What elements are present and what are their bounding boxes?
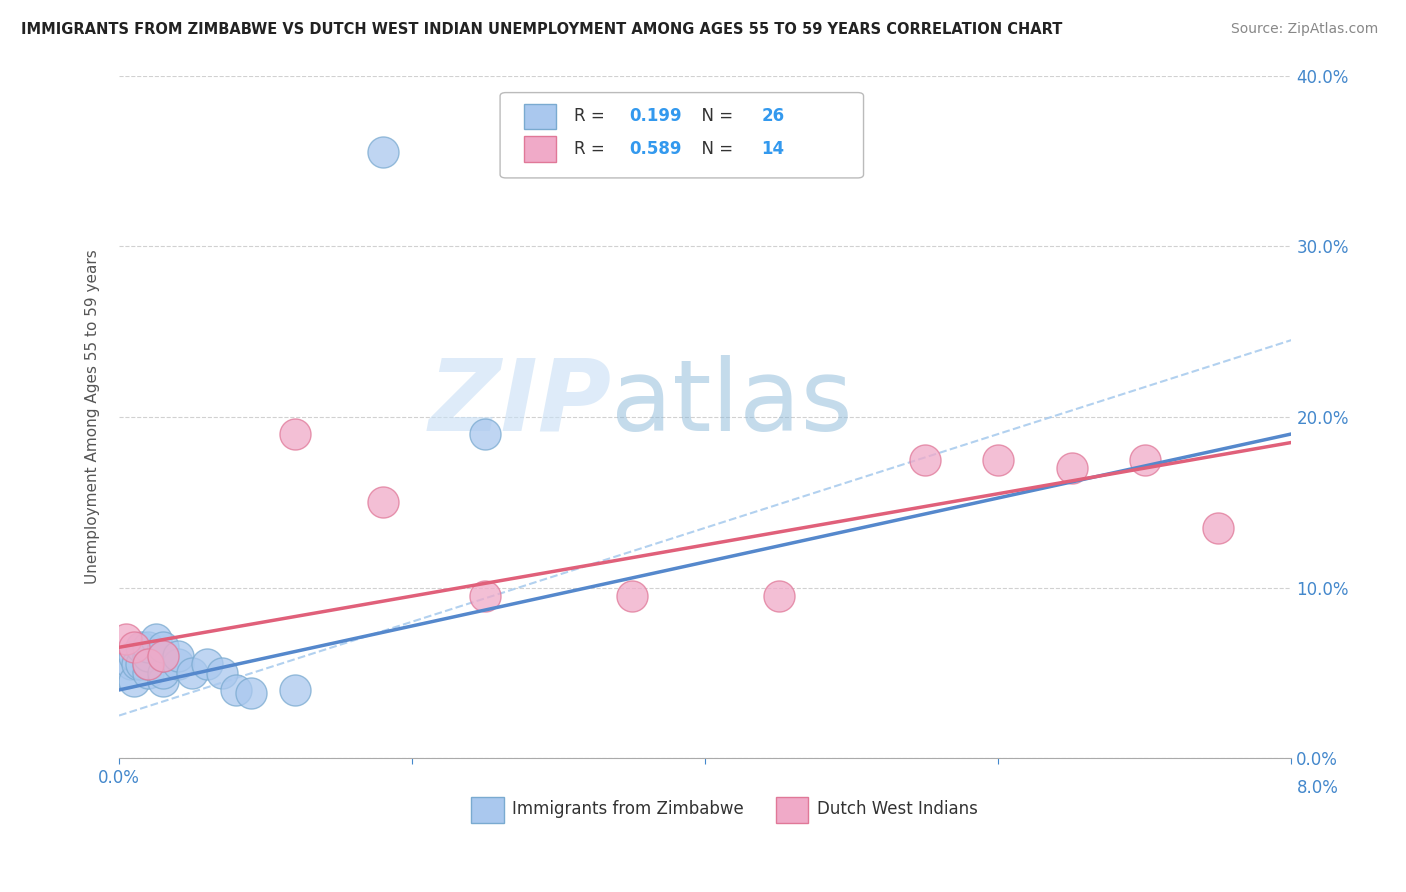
Point bbox=[211, 665, 233, 680]
Point bbox=[371, 495, 394, 509]
Point bbox=[122, 640, 145, 655]
Point bbox=[115, 632, 138, 646]
Text: IMMIGRANTS FROM ZIMBABWE VS DUTCH WEST INDIAN UNEMPLOYMENT AMONG AGES 55 TO 59 Y: IMMIGRANTS FROM ZIMBABWE VS DUTCH WEST I… bbox=[21, 22, 1063, 37]
Point bbox=[122, 674, 145, 689]
Point bbox=[152, 648, 174, 663]
Text: N =: N = bbox=[692, 140, 738, 158]
Text: N =: N = bbox=[692, 107, 738, 126]
Text: Source: ZipAtlas.com: Source: ZipAtlas.com bbox=[1230, 22, 1378, 37]
Text: 8.0%: 8.0% bbox=[1298, 779, 1339, 797]
Point bbox=[371, 145, 394, 160]
Point bbox=[138, 640, 160, 655]
Point bbox=[145, 632, 167, 646]
Bar bbox=[523, 136, 557, 162]
Point bbox=[166, 648, 188, 663]
Point bbox=[166, 657, 188, 672]
Text: atlas: atlas bbox=[612, 355, 853, 451]
Point bbox=[125, 657, 148, 672]
Text: 26: 26 bbox=[762, 107, 785, 126]
Text: Dutch West Indians: Dutch West Indians bbox=[817, 800, 977, 819]
Point bbox=[768, 589, 790, 603]
Point bbox=[284, 426, 307, 441]
Point bbox=[225, 682, 247, 697]
Point bbox=[152, 674, 174, 689]
Point bbox=[474, 589, 496, 603]
Text: Immigrants from Zimbabwe: Immigrants from Zimbabwe bbox=[512, 800, 744, 819]
FancyBboxPatch shape bbox=[501, 93, 863, 178]
Point bbox=[138, 648, 160, 663]
Point bbox=[122, 648, 145, 663]
Text: 0.199: 0.199 bbox=[628, 107, 682, 126]
Text: 0.589: 0.589 bbox=[628, 140, 682, 158]
Point bbox=[195, 657, 218, 672]
Point bbox=[239, 686, 262, 700]
Bar bbox=[523, 103, 557, 129]
Point bbox=[620, 589, 643, 603]
Point bbox=[152, 648, 174, 663]
Y-axis label: Unemployment Among Ages 55 to 59 years: Unemployment Among Ages 55 to 59 years bbox=[86, 250, 100, 584]
Text: R =: R = bbox=[574, 107, 610, 126]
Text: R =: R = bbox=[574, 140, 610, 158]
Point bbox=[284, 682, 307, 697]
Point bbox=[115, 665, 138, 680]
Point bbox=[987, 452, 1010, 467]
Point bbox=[120, 657, 142, 672]
Point bbox=[1060, 461, 1083, 475]
Point bbox=[1133, 452, 1156, 467]
Point bbox=[138, 657, 160, 672]
Point bbox=[152, 640, 174, 655]
Point bbox=[474, 426, 496, 441]
Text: ZIP: ZIP bbox=[429, 355, 612, 451]
Point bbox=[1206, 521, 1229, 535]
Point bbox=[138, 665, 160, 680]
Point bbox=[129, 657, 152, 672]
Point bbox=[138, 657, 160, 672]
Point bbox=[181, 665, 204, 680]
Text: 14: 14 bbox=[762, 140, 785, 158]
Point bbox=[152, 665, 174, 680]
Point bbox=[129, 640, 152, 655]
Bar bbox=[471, 797, 503, 823]
Point bbox=[914, 452, 936, 467]
Bar bbox=[776, 797, 808, 823]
